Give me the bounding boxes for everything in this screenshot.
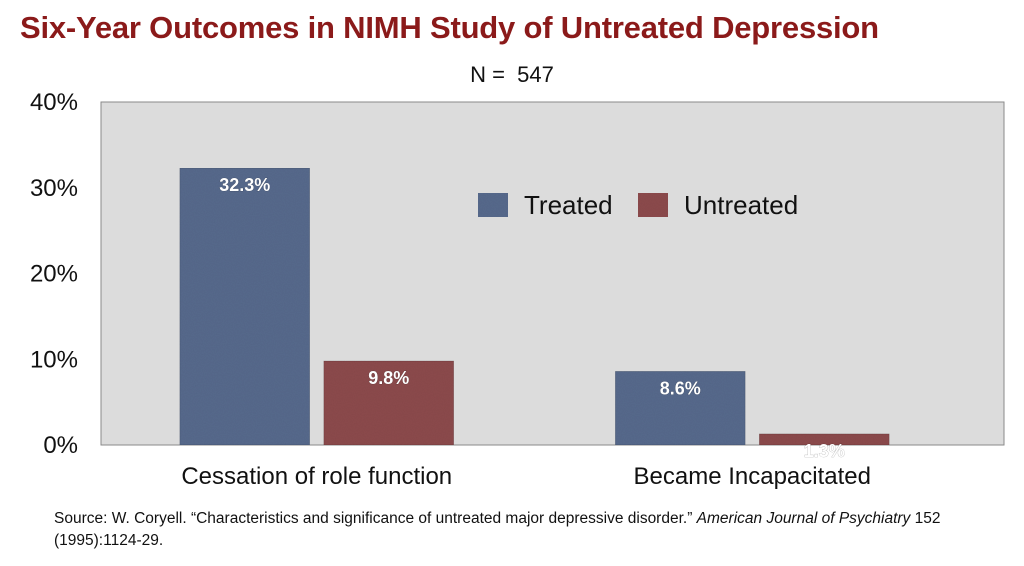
legend-swatch-untreated: [638, 193, 668, 217]
bar-value-label: 1.3%: [804, 441, 845, 461]
bar-value-label: 32.3%: [219, 175, 270, 195]
x-category-label: Became Incapacitated: [634, 463, 871, 490]
bar-chart: 0% 10% 20% 30% 40% 32.3% 9.8% 8.6% 1.3% Cessati…: [30, 89, 1005, 490]
bar-treated: [179, 167, 311, 446]
chart-title: Six-Year Outcomes in NIMH Study of Untre…: [20, 10, 879, 45]
bar-value-label: 8.6%: [660, 378, 701, 398]
bar-value-label: 9.8%: [368, 368, 409, 388]
legend: Treated Untreated: [478, 190, 798, 220]
legend-label: Treated: [524, 190, 613, 220]
y-tick-label: 20%: [30, 261, 78, 288]
source-citation: Source: W. Coryell. “Characteristics and…: [54, 508, 1004, 552]
y-tick-label: 10%: [30, 346, 78, 373]
y-tick-label: 30%: [30, 175, 78, 202]
y-tick-label: 0%: [43, 432, 78, 459]
y-tick-label: 40%: [30, 89, 78, 116]
legend-swatch-treated: [478, 193, 508, 217]
sample-size-label: N = 547: [470, 62, 554, 87]
bar-treated: [614, 370, 746, 446]
legend-label: Untreated: [684, 190, 798, 220]
source-text: Source: W. Coryell. “Characteristics and…: [54, 510, 697, 527]
source-journal: American Journal of Psychiatry: [696, 510, 911, 527]
bar-untreated: [323, 360, 455, 446]
source-details: 152 (1995):1124-29.: [54, 510, 941, 549]
bar-untreated: [758, 433, 890, 446]
x-category-label: Cessation of role function: [181, 463, 452, 490]
